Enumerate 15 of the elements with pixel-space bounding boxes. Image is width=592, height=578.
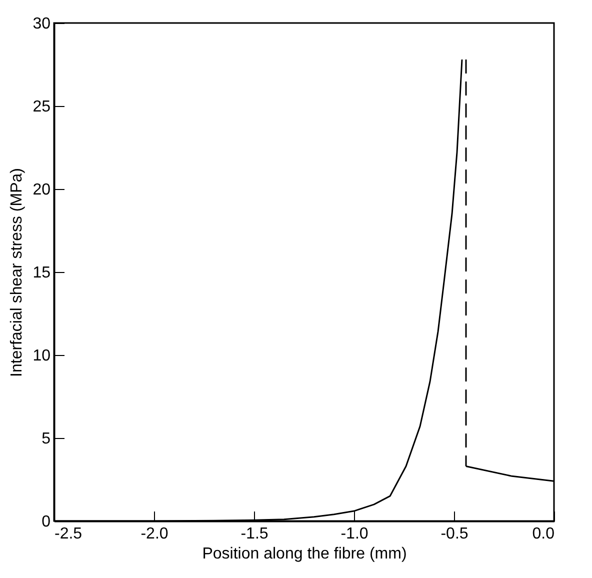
x-axis-title: Position along the fibre (mm)	[202, 546, 407, 562]
y-tick-label: 25	[32, 98, 51, 116]
y-axis-title: Interfacial shear stress (MPa)	[8, 168, 26, 377]
y-tick-label: 0	[42, 514, 51, 530]
x-tick-label: -1.0	[340, 526, 368, 542]
x-tick-label: -2.5	[54, 526, 82, 542]
x-tick-label: 0.0	[532, 526, 555, 542]
y-tick-label: 30	[32, 16, 51, 32]
x-tick-label: -0.5	[440, 526, 468, 542]
y-tick-label: 20	[32, 182, 51, 198]
y-tick-label: 10	[32, 348, 51, 364]
y-tick-label: 5	[42, 430, 51, 448]
x-tick-label: -2.0	[140, 526, 168, 542]
x-tick-label: -1.5	[240, 526, 268, 542]
y-tick-label: 15	[32, 264, 51, 282]
